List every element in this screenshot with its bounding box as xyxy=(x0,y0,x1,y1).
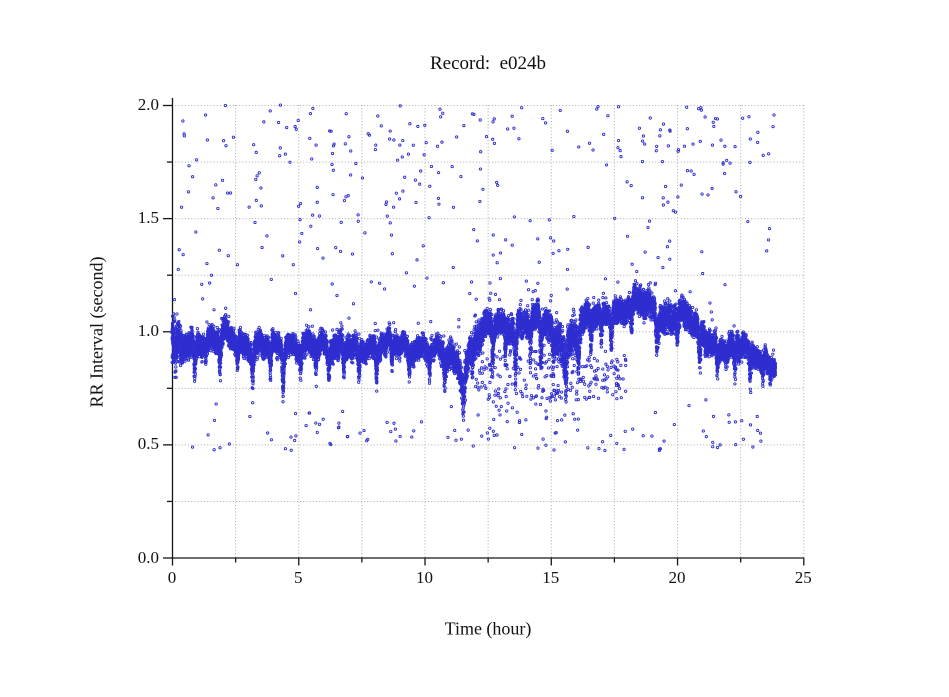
y-tick-label: 1.5 xyxy=(137,208,159,228)
x-tick-label: 25 xyxy=(794,567,812,587)
x-tick-label: 0 xyxy=(167,567,177,587)
y-tick-label: 2.0 xyxy=(137,95,159,114)
chart-title: Record: e024b xyxy=(429,53,547,74)
y-tick-label: 0.5 xyxy=(137,434,159,454)
x-tick-label: 15 xyxy=(542,567,560,587)
y-axis-label: RR Interval (second) xyxy=(86,256,107,408)
x-tick-label: 10 xyxy=(416,567,434,587)
y-tick-label: 0.0 xyxy=(137,547,159,567)
x-tick-label: 5 xyxy=(294,567,303,587)
y-tick-label: 1.0 xyxy=(137,321,159,341)
x-axis-label: Time (hour) xyxy=(444,618,532,639)
x-tick-label: 20 xyxy=(668,567,686,587)
